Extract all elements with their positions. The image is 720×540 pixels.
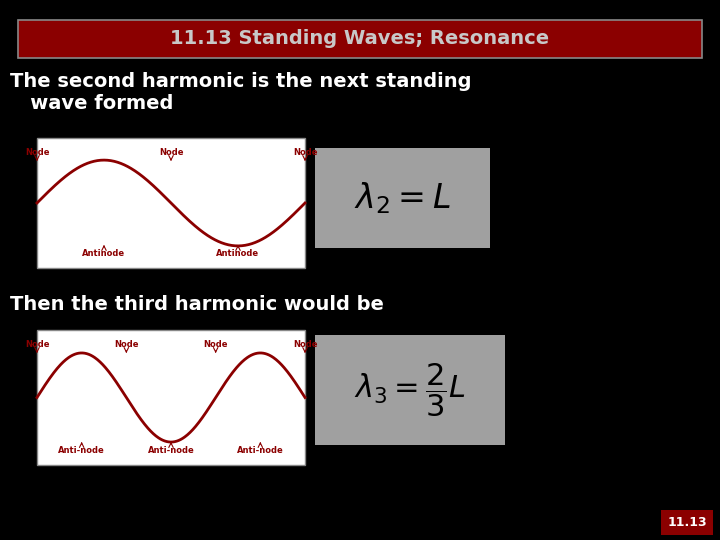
Text: Antinode: Antinode [217,249,260,258]
FancyBboxPatch shape [37,138,305,268]
Text: 11.13: 11.13 [667,516,707,529]
Text: Node: Node [293,148,318,157]
Text: Node: Node [204,340,228,349]
Text: Node: Node [158,148,184,157]
FancyBboxPatch shape [315,335,505,445]
Text: Node: Node [114,340,138,349]
Text: $\lambda_3 = \dfrac{2}{3}L$: $\lambda_3 = \dfrac{2}{3}L$ [354,361,466,419]
Text: The second harmonic is the next standing: The second harmonic is the next standing [10,72,472,91]
Text: 11.13 Standing Waves; Resonance: 11.13 Standing Waves; Resonance [171,30,549,49]
Text: Node: Node [293,340,318,349]
Text: Node: Node [24,340,49,349]
FancyBboxPatch shape [18,20,702,58]
Text: Anti-node: Anti-node [237,446,284,455]
Text: Anti-node: Anti-node [58,446,105,455]
FancyBboxPatch shape [37,330,305,465]
Text: Anti-node: Anti-node [148,446,194,455]
FancyBboxPatch shape [315,148,490,248]
FancyBboxPatch shape [661,510,713,535]
Text: Then the third harmonic would be: Then the third harmonic would be [10,295,384,314]
Text: Antinode: Antinode [82,249,125,258]
Text: Node: Node [24,148,49,157]
Text: $\lambda_2 = L$: $\lambda_2 = L$ [354,180,451,216]
Text: wave formed: wave formed [10,94,174,113]
